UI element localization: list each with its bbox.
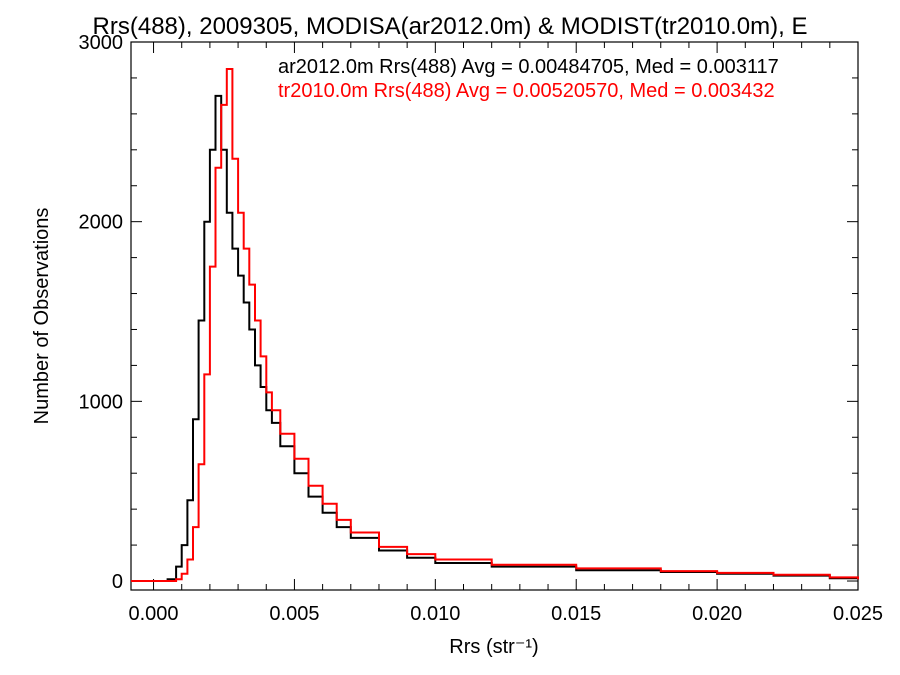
x-axis-label: Rrs (str⁻¹) [449,636,538,658]
y-tick-label: 2000 [79,212,124,234]
y-tick-label: 1000 [79,391,124,413]
x-tick-label: 0.025 [833,603,883,625]
chart-title: Rrs(488), 2009305, MODISA(ar2012.0m) & M… [93,13,808,40]
series-line-0 [131,94,859,582]
x-tick-label: 0.005 [269,603,319,625]
y-axis-label: Number of Observations [31,208,53,425]
legend-entry-0: ar2012.0m Rrs(488) Avg = 0.00484705, Med… [278,56,779,78]
axis-ticks [131,41,859,590]
x-tick-label: 0.020 [692,603,742,625]
series-group [131,68,859,582]
series-line-1 [131,68,859,582]
y-tick-label: 0 [112,571,123,593]
legend-entry-1: tr2010.0m Rrs(488) Avg = 0.00520570, Med… [278,80,775,102]
x-tick-label: 0.000 [129,603,179,625]
x-tick-labels: 0.000 0.005 0.010 0.015 0.020 0.025 [129,603,884,625]
y-tick-label: 3000 [79,32,124,54]
legend: ar2012.0m Rrs(488) Avg = 0.00484705, Med… [278,56,779,102]
x-tick-label: 0.015 [551,603,601,625]
y-tick-labels: 0 1000 2000 3000 [79,32,124,593]
x-tick-label: 0.010 [410,603,460,625]
plot-frame [130,41,859,591]
